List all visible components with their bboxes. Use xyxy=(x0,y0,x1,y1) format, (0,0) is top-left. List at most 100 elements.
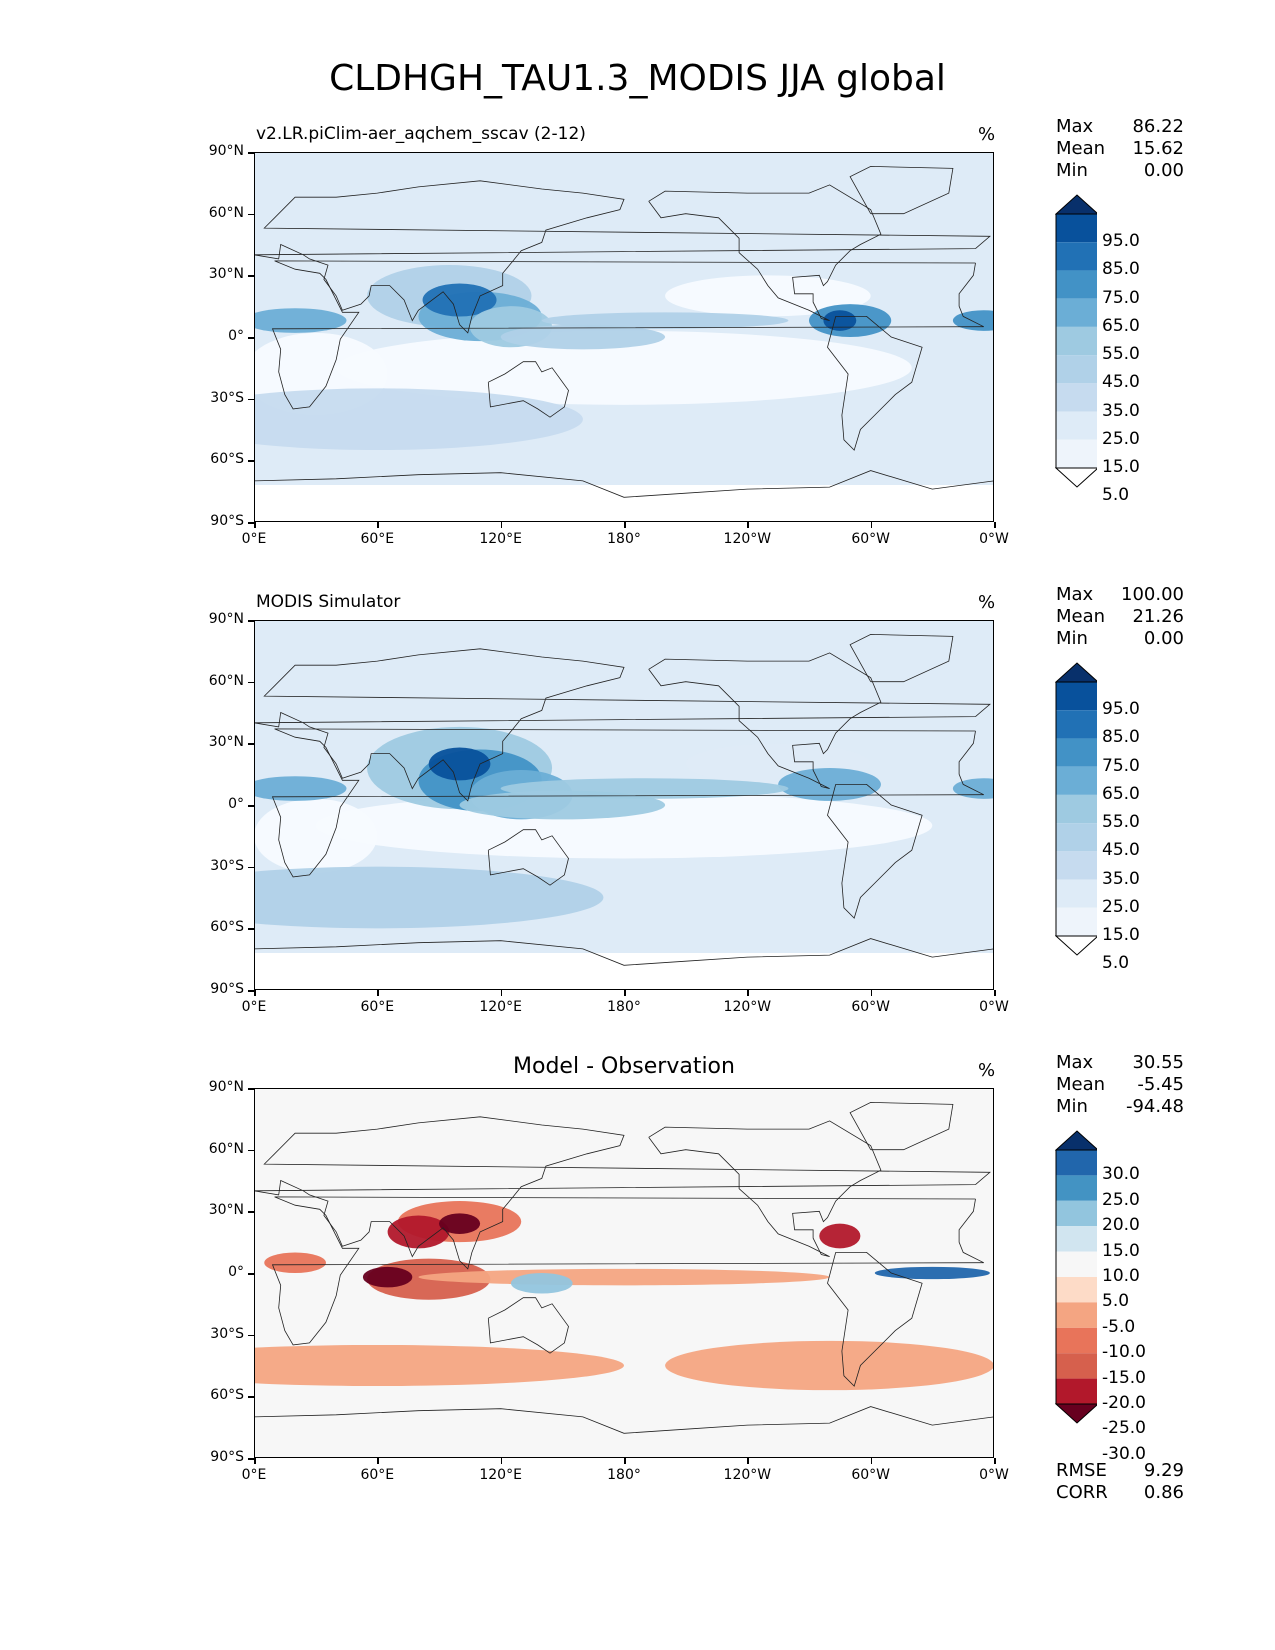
colorbar-band xyxy=(1056,270,1097,299)
lon-tick-label: 120°E xyxy=(479,999,522,1015)
lon-tick-mark xyxy=(500,522,503,528)
colorbar-tick-label: 5.0 xyxy=(1102,1291,1130,1312)
stat-value: 15.62 xyxy=(1132,138,1184,159)
unit-label: % xyxy=(978,124,996,145)
lat-tick-mark xyxy=(248,1211,254,1213)
antarctic-mask xyxy=(254,953,994,990)
lon-tick-mark xyxy=(870,990,873,996)
colorbar-band xyxy=(1056,1302,1097,1328)
lon-tick-label: 60°E xyxy=(360,531,395,547)
colorbar-tick-label: 35.0 xyxy=(1102,868,1140,889)
contour-region xyxy=(510,1273,573,1294)
colorbar xyxy=(1055,662,1097,956)
lat-tick-label: 0° xyxy=(228,796,244,812)
lat-tick-label: 30°N xyxy=(208,1202,244,1219)
colorbar-band xyxy=(1056,794,1097,824)
colorbar-extend-bottom xyxy=(1055,1403,1097,1424)
colorbar-extend-bottom xyxy=(1055,467,1097,488)
colorbar-outline xyxy=(1055,213,1097,469)
lon-tick-label: 0°E xyxy=(241,531,267,547)
lon-tick-label: 180° xyxy=(607,999,641,1015)
lon-tick-label: 120°E xyxy=(479,1467,522,1483)
map-plot xyxy=(254,1088,994,1458)
metrics-box: RMSE 9.29 CORR 0.86 xyxy=(1056,1460,1184,1504)
colorbar-band xyxy=(1056,1200,1097,1227)
contour-region xyxy=(336,330,912,405)
lat-tick-label: 60°S xyxy=(210,919,244,936)
colorbar-band xyxy=(1056,298,1097,327)
lat-tick-mark xyxy=(248,275,254,277)
stat-value: -5.45 xyxy=(1137,1074,1184,1095)
stat-row: Mean 15.62 xyxy=(1056,138,1184,160)
stat-label: Max xyxy=(1056,584,1094,605)
coastline xyxy=(271,728,984,878)
stat-value: 86.22 xyxy=(1132,116,1184,137)
colorbar-extend-top xyxy=(1055,662,1097,683)
lon-tick-mark xyxy=(500,990,503,996)
colorbar-tick-label: 15.0 xyxy=(1102,925,1140,945)
colorbar-tick-label: 85.0 xyxy=(1102,727,1140,748)
coastline xyxy=(648,652,882,789)
colorbar-band xyxy=(1056,738,1097,767)
coastline xyxy=(271,260,984,410)
colorbar-band xyxy=(1056,214,1097,243)
lon-tick-label: 180° xyxy=(607,531,641,547)
lat-tick-label: 60°S xyxy=(210,451,244,468)
coastline xyxy=(648,184,882,321)
coastline xyxy=(827,784,923,919)
colorbar-tick-label: 25.0 xyxy=(1102,1189,1140,1210)
coastline xyxy=(849,165,954,215)
metric-value: 0.86 xyxy=(1143,1482,1184,1503)
stat-row: Min 0.00 xyxy=(1056,628,1184,650)
lon-tick-mark xyxy=(377,522,379,528)
map-svg xyxy=(254,1088,994,1458)
metric-row: RMSE 9.29 xyxy=(1056,1460,1184,1482)
lon-tick-label: 120°W xyxy=(723,999,772,1015)
colorbar-extend-top xyxy=(1055,1130,1097,1151)
contour-region xyxy=(428,747,491,781)
colorbar-band xyxy=(1056,1353,1097,1379)
colorbar-band xyxy=(1056,823,1097,852)
contour-region xyxy=(500,324,666,350)
stat-row: Mean 21.26 xyxy=(1056,606,1184,628)
map-svg xyxy=(254,620,994,990)
stats-box: Max 30.55 Mean -5.45 Min -94.48 xyxy=(1056,1052,1184,1118)
lon-tick-label: 60°E xyxy=(360,1467,395,1483)
lon-tick-mark xyxy=(254,522,256,528)
colorbar-band xyxy=(1056,682,1097,711)
lon-tick-label: 180° xyxy=(607,1467,641,1483)
lat-tick-label: 90°N xyxy=(208,1079,244,1095)
colorbar-tick-label: 65.0 xyxy=(1102,315,1140,336)
colorbar-tick-label: 75.0 xyxy=(1102,287,1140,308)
panel-label: Model - Observation xyxy=(513,1054,735,1079)
lat-tick-label: 90°S xyxy=(210,1449,244,1465)
lon-tick-label: 0°W xyxy=(979,999,1009,1015)
colorbar-tick-label: 15.0 xyxy=(1102,1240,1140,1261)
colorbar-band xyxy=(1056,1251,1097,1277)
contour-region xyxy=(254,1344,624,1387)
lon-tick-mark xyxy=(624,522,626,528)
lat-tick-mark xyxy=(248,620,254,622)
contour-region xyxy=(254,308,347,333)
colorbar-tick-label: 15.0 xyxy=(1102,457,1140,477)
contour-region xyxy=(439,1213,481,1234)
colorbar-tick-label: 5.0 xyxy=(1102,485,1130,506)
lat-tick-mark xyxy=(248,1396,254,1398)
colorbar-band xyxy=(1056,766,1097,795)
coastline xyxy=(849,1101,954,1151)
lon-tick-mark xyxy=(624,1458,626,1464)
contour-region xyxy=(254,388,583,451)
contour-region xyxy=(418,1268,830,1286)
contour-region xyxy=(254,798,378,873)
lon-tick-mark xyxy=(747,990,749,996)
lon-tick-label: 0°W xyxy=(979,531,1009,547)
colorbar-tick-label: -15.0 xyxy=(1102,1367,1146,1388)
colorbar-band xyxy=(1056,439,1097,468)
contour-region xyxy=(459,790,666,820)
antarctic-mask xyxy=(254,1421,994,1458)
lon-tick-mark xyxy=(500,1458,503,1464)
lat-tick-label: 30°S xyxy=(210,389,244,406)
stat-value: 0.00 xyxy=(1143,628,1184,649)
coastline xyxy=(487,829,569,886)
colorbar xyxy=(1055,194,1097,488)
